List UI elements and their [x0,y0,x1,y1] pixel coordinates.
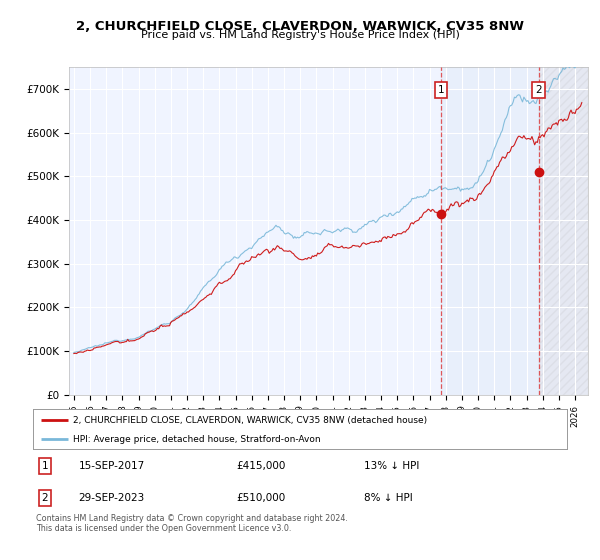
Text: £415,000: £415,000 [236,461,285,470]
Text: 2, CHURCHFIELD CLOSE, CLAVERDON, WARWICK, CV35 8NW (detached house): 2, CHURCHFIELD CLOSE, CLAVERDON, WARWICK… [73,416,427,424]
Text: 15-SEP-2017: 15-SEP-2017 [79,461,145,470]
Text: 1: 1 [41,461,48,470]
Bar [539,67,588,395]
Text: Price paid vs. HM Land Registry's House Price Index (HPI): Price paid vs. HM Land Registry's House … [140,30,460,40]
Text: 2: 2 [535,85,542,95]
Bar [441,67,539,395]
Text: 2: 2 [41,493,48,503]
Text: Contains HM Land Registry data © Crown copyright and database right 2024.
This d: Contains HM Land Registry data © Crown c… [36,514,348,534]
Text: 29-SEP-2023: 29-SEP-2023 [79,493,145,503]
Text: HPI: Average price, detached house, Stratford-on-Avon: HPI: Average price, detached house, Stra… [73,435,320,444]
Text: 1: 1 [437,85,445,95]
Text: 8% ↓ HPI: 8% ↓ HPI [364,493,413,503]
Text: 2, CHURCHFIELD CLOSE, CLAVERDON, WARWICK, CV35 8NW: 2, CHURCHFIELD CLOSE, CLAVERDON, WARWICK… [76,20,524,33]
Text: £510,000: £510,000 [236,493,285,503]
Text: 13% ↓ HPI: 13% ↓ HPI [364,461,419,470]
